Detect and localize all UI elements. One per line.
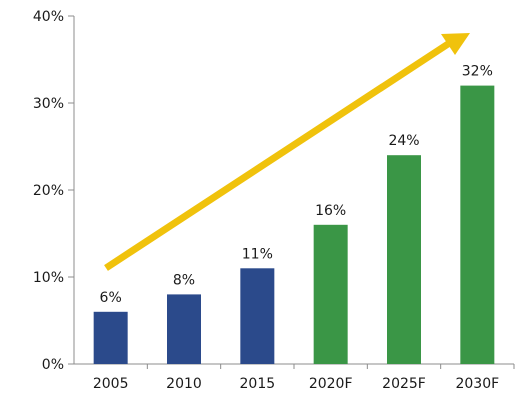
y-tick-label: 30% xyxy=(33,96,64,112)
bar-2010 xyxy=(167,294,201,364)
trend-arrow-head xyxy=(441,33,470,55)
y-tick-label: 0% xyxy=(42,357,64,373)
data-label: 11% xyxy=(242,246,273,262)
data-label: 6% xyxy=(100,290,122,306)
trend-arrow xyxy=(104,33,470,271)
y-tick-label: 20% xyxy=(33,183,64,199)
trend-arrow-shaft xyxy=(104,41,450,271)
data-label: 24% xyxy=(388,133,419,149)
bar-2015 xyxy=(240,268,275,364)
x-tick-label: 2020F xyxy=(309,376,353,392)
data-label: 16% xyxy=(315,203,346,219)
x-tick-label: 2005 xyxy=(93,376,129,392)
y-tick-label: 40% xyxy=(33,9,64,25)
data-label: 32% xyxy=(462,64,493,80)
bar-2030f xyxy=(460,85,495,364)
bar-2005 xyxy=(93,311,128,364)
bar-2020f xyxy=(313,224,348,364)
bars xyxy=(93,85,495,364)
data-labels: 6% 8% 11% 16% 24% 32% xyxy=(100,64,493,306)
x-tick-label: 2030F xyxy=(455,376,499,392)
x-axis: 2005 2010 2015 2020F 2025F 2030F xyxy=(74,363,515,392)
x-tick-label: 2025F xyxy=(382,376,426,392)
x-tick-label: 2010 xyxy=(166,376,202,392)
y-tick-label: 10% xyxy=(33,270,64,286)
bar-2025f xyxy=(387,155,421,364)
y-axis: 0% 10% 20% 30% 40% xyxy=(33,9,75,373)
x-tick-label: 2015 xyxy=(240,376,276,392)
data-label: 8% xyxy=(173,272,195,288)
